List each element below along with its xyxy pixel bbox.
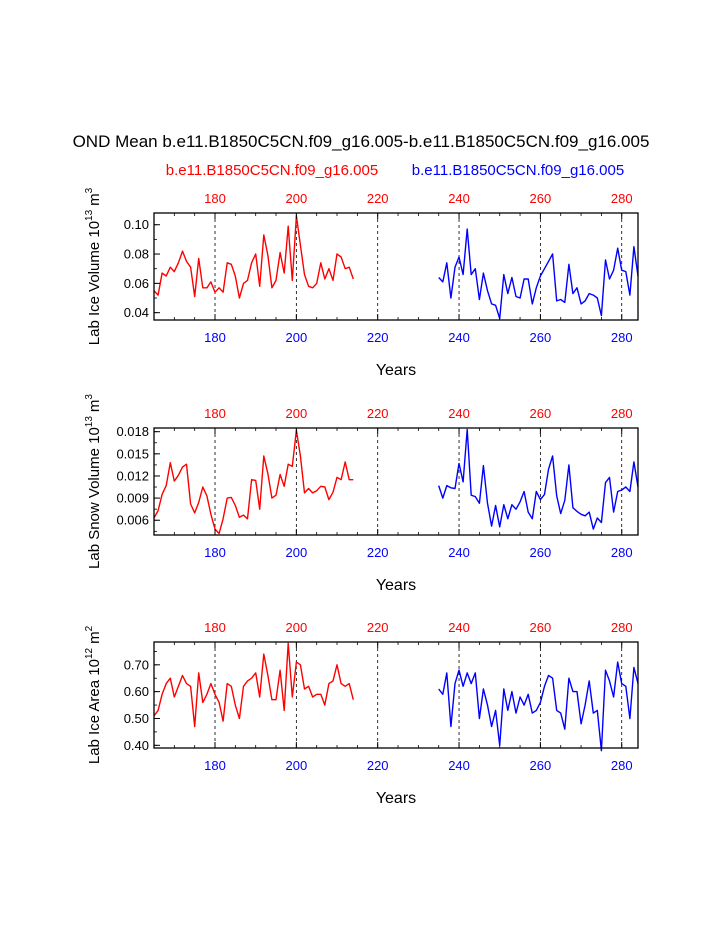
series-line-blue bbox=[438, 661, 639, 752]
x-top-tick-label: 220 bbox=[367, 406, 389, 421]
x-top-tick-label: 240 bbox=[448, 191, 470, 206]
x-tick-label: 200 bbox=[286, 545, 308, 560]
x-top-tick-label: 260 bbox=[530, 191, 552, 206]
y-tick-label: 0.50 bbox=[124, 711, 149, 726]
series-line-red bbox=[153, 215, 354, 299]
x-top-tick-label: 260 bbox=[530, 620, 552, 635]
x-tick-label: 220 bbox=[367, 545, 389, 560]
x-tick-label: 280 bbox=[611, 330, 633, 345]
x-tick-label: 240 bbox=[448, 545, 470, 560]
panel-2: 180 180 200 200 220 220 240 240 260 260 280 280 0.00… bbox=[84, 394, 639, 594]
x-top-tick-label: 180 bbox=[204, 191, 226, 206]
plot-frame bbox=[153, 641, 639, 749]
y-axis-title-exponent: 13 bbox=[84, 416, 95, 428]
y-axis-title-unit-exponent: 2 bbox=[84, 625, 95, 631]
y-tick-label: 0.70 bbox=[124, 657, 149, 672]
y-tick-label: 0.015 bbox=[116, 446, 149, 461]
y-axis-title: Lab Snow Volume 1013 m3 bbox=[84, 394, 103, 569]
x-top-tick-label: 240 bbox=[448, 620, 470, 635]
x-top-tick-label: 200 bbox=[286, 620, 308, 635]
x-tick-label: 180 bbox=[204, 545, 226, 560]
figure-title: OND Mean b.e11.B1850C5CN.f09_g16.005-b.e… bbox=[73, 132, 650, 151]
y-axis-title-unit-exponent: 3 bbox=[84, 394, 95, 400]
legend-left-label: b.e11.B1850C5CN.f09_g16.005 bbox=[166, 162, 378, 179]
x-top-tick-label: 280 bbox=[611, 191, 633, 206]
y-tick-label: 0.009 bbox=[116, 491, 149, 506]
y-axis-title-exponent: 13 bbox=[84, 209, 95, 221]
x-tick-label: 260 bbox=[530, 545, 552, 560]
panel-1: 180 180 200 200 220 220 240 240 260 260 280 280 0.04… bbox=[84, 187, 639, 379]
y-axis-title-main: Lab Ice Area 10 bbox=[86, 659, 103, 764]
x-tick-label: 240 bbox=[448, 758, 470, 773]
y-tick-label: 0.04 bbox=[124, 305, 149, 320]
y-axis-title-exponent: 12 bbox=[84, 647, 95, 659]
x-top-tick-label: 260 bbox=[530, 406, 552, 421]
x-tick-label: 240 bbox=[448, 330, 470, 345]
y-tick-label: 0.40 bbox=[124, 738, 149, 753]
x-tick-label: 260 bbox=[530, 758, 552, 773]
x-top-tick-label: 280 bbox=[611, 620, 633, 635]
y-axis-title-main: Lab Snow Volume 10 bbox=[86, 427, 103, 569]
x-top-tick-label: 280 bbox=[611, 406, 633, 421]
y-axis-title-unit: m bbox=[86, 631, 103, 644]
y-tick-label: 0.06 bbox=[124, 276, 149, 291]
x-top-tick-label: 220 bbox=[367, 620, 389, 635]
x-axis-title: Years bbox=[376, 790, 416, 807]
x-tick-label: 220 bbox=[367, 758, 389, 773]
x-tick-label: 200 bbox=[286, 330, 308, 345]
panel-3: 180 180 200 200 220 220 240 240 260 260 280 280 0.40… bbox=[84, 620, 639, 807]
y-axis-title: Lab Ice Volume 1013 m3 bbox=[84, 187, 103, 345]
x-tick-label: 260 bbox=[530, 330, 552, 345]
plot-frame bbox=[153, 212, 639, 321]
plot-frame bbox=[153, 427, 639, 536]
y-tick-label: 0.012 bbox=[116, 468, 149, 483]
y-axis-title-unit: m bbox=[86, 400, 103, 413]
series-line-blue bbox=[438, 228, 639, 320]
x-top-tick-label: 200 bbox=[286, 191, 308, 206]
x-axis-title: Years bbox=[376, 577, 416, 594]
y-tick-label: 0.60 bbox=[124, 684, 149, 699]
y-tick-label: 0.10 bbox=[124, 217, 149, 232]
x-tick-label: 280 bbox=[611, 545, 633, 560]
x-top-tick-label: 240 bbox=[448, 406, 470, 421]
y-axis-title-main: Lab Ice Volume 10 bbox=[86, 221, 103, 345]
series-line-blue bbox=[438, 428, 639, 530]
x-tick-label: 180 bbox=[204, 758, 226, 773]
legend-right-label: b.e11.B1850C5CN.f09_g16.005 bbox=[412, 162, 624, 179]
x-tick-label: 280 bbox=[611, 758, 633, 773]
y-axis-title-unit-exponent: 3 bbox=[84, 187, 95, 193]
x-tick-label: 180 bbox=[204, 330, 226, 345]
x-top-tick-label: 180 bbox=[204, 406, 226, 421]
panels: 180 180 200 200 220 220 240 240 260 260 280 280 0.04… bbox=[84, 187, 639, 807]
x-top-tick-label: 200 bbox=[286, 406, 308, 421]
y-tick-label: 0.006 bbox=[116, 513, 149, 528]
y-axis-title: Lab Ice Area 1012 m2 bbox=[84, 625, 103, 764]
x-tick-label: 220 bbox=[367, 330, 389, 345]
x-tick-label: 200 bbox=[286, 758, 308, 773]
x-top-tick-label: 220 bbox=[367, 191, 389, 206]
x-top-tick-label: 180 bbox=[204, 620, 226, 635]
series-line-red bbox=[153, 429, 354, 535]
y-tick-label: 0.08 bbox=[124, 247, 149, 262]
y-tick-label: 0.018 bbox=[116, 424, 149, 439]
y-axis-title-unit: m bbox=[86, 193, 103, 206]
series-line-red bbox=[153, 642, 354, 728]
x-axis-title: Years bbox=[376, 362, 416, 379]
